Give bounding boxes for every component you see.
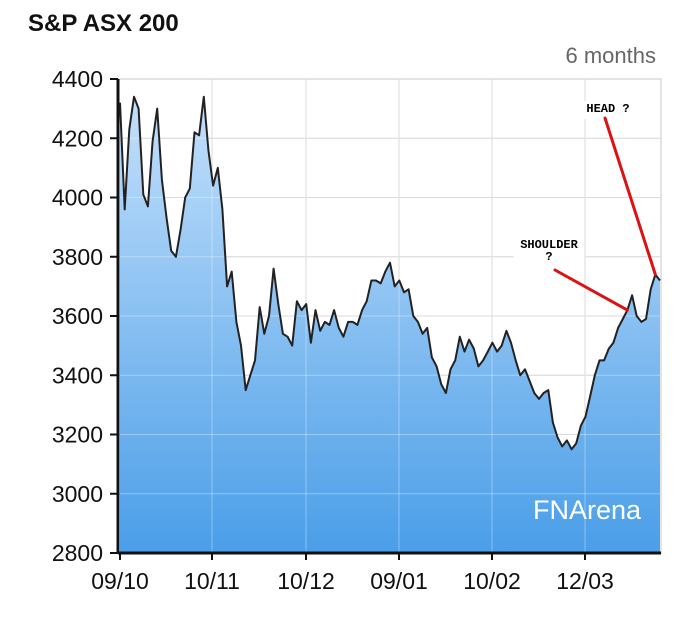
y-tick-label: 3000 xyxy=(52,481,103,507)
x-tick-label: 09/01 xyxy=(370,568,428,594)
y-tick-label: 3600 xyxy=(52,303,103,329)
y-tick-label: 4200 xyxy=(52,125,103,151)
x-tick-label: 12/03 xyxy=(556,568,614,594)
y-axis-ticks: 2800 3000 3200 3400 3600 3800 4000 4200 4400 xyxy=(52,66,118,566)
annotations: HEAD ? SHOULDER? xyxy=(513,101,657,312)
y-tick-label: 3800 xyxy=(52,244,103,270)
annotation-arrow xyxy=(553,268,629,312)
x-tick-label: 09/10 xyxy=(91,568,149,594)
y-tick-label: 3200 xyxy=(52,422,103,448)
y-tick-label: 2800 xyxy=(52,540,103,566)
grid-overlay xyxy=(118,79,661,553)
x-tick-label: 10/11 xyxy=(184,568,240,594)
chart-title: S&P ASX 200 xyxy=(28,10,179,37)
series-line xyxy=(119,95,661,451)
annotation-label-bg xyxy=(513,237,585,267)
annotation-head: HEAD ? xyxy=(580,101,657,277)
series-area xyxy=(120,96,660,554)
y-tick-label: 3400 xyxy=(52,362,103,388)
annotation-arrow xyxy=(603,116,657,277)
period-label: 6 months xyxy=(566,43,657,68)
x-axis-ticks: 09/10 10/11 10/12 09/01 10/02 12/03 xyxy=(91,553,614,594)
annotation-label: SHOULDER? xyxy=(520,238,578,264)
y-tick-label: 4400 xyxy=(52,66,103,92)
annotation-label-bg xyxy=(580,101,636,119)
annotation-label: HEAD ? xyxy=(586,102,629,116)
annotation-shoulder: SHOULDER? xyxy=(513,237,629,312)
watermark-label: FNArena xyxy=(533,495,642,525)
x-tick-label: 10/12 xyxy=(277,568,335,594)
y-tick-label: 4000 xyxy=(52,185,103,211)
x-tick-label: 10/02 xyxy=(463,568,521,594)
